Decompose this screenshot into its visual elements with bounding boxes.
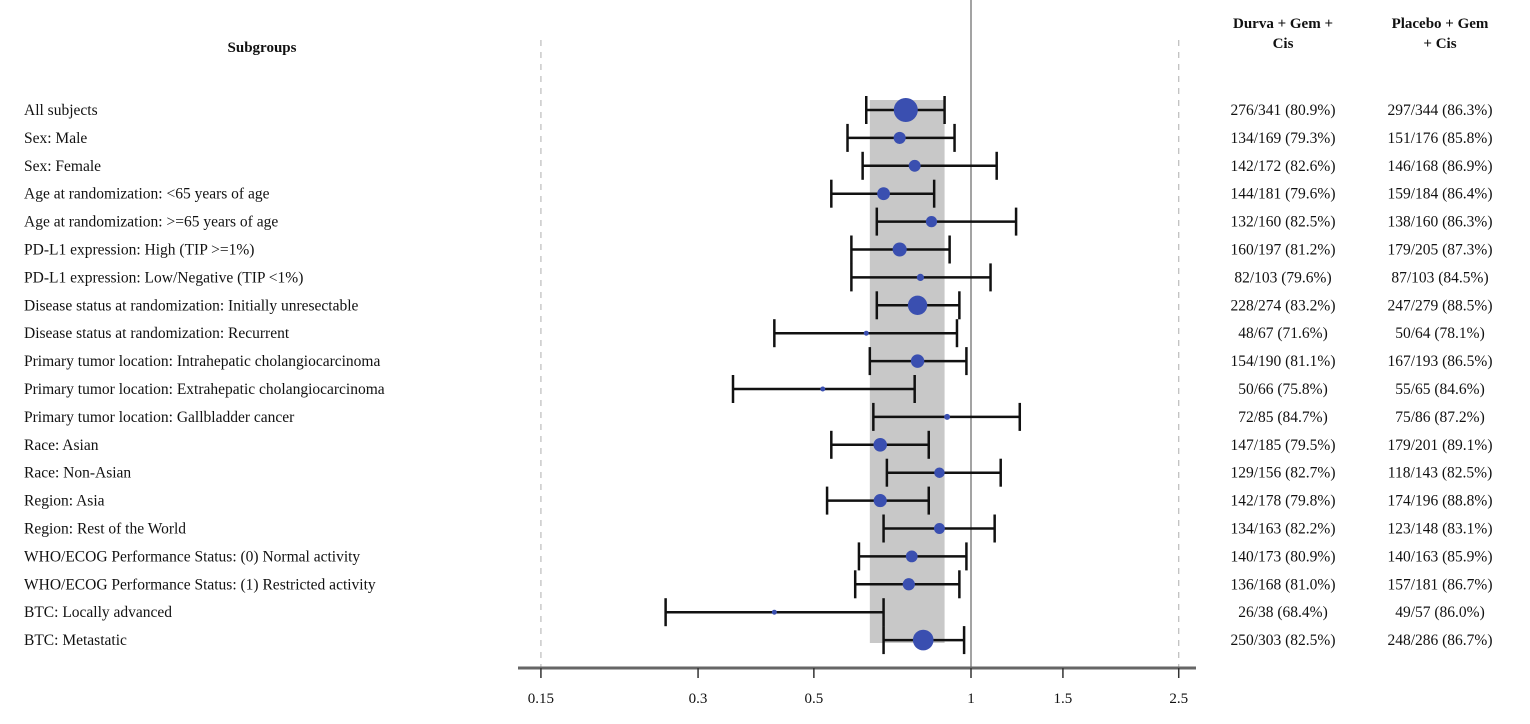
arm2-events: 75/86 (87.2%)	[1395, 409, 1485, 426]
arm2-events: 146/168 (86.9%)	[1387, 158, 1492, 175]
hazard-ratio-point	[908, 159, 921, 172]
arm2-header-line1: Placebo + Gem	[1392, 16, 1489, 32]
arm2-events: 55/65 (84.6%)	[1395, 381, 1485, 398]
arm2-events: 49/57 (86.0%)	[1395, 604, 1485, 621]
arm2-events: 87/103 (84.5%)	[1391, 269, 1488, 286]
subgroup-label: Age at randomization: >=65 years of age	[24, 214, 278, 231]
subgroup-label: WHO/ECOG Performance Status: (1) Restric…	[24, 576, 376, 593]
hazard-ratio-point	[893, 131, 906, 144]
arm2-events: 140/163 (85.9%)	[1387, 548, 1492, 565]
arm1-events: 147/185 (79.5%)	[1230, 437, 1335, 454]
arm1-events: 26/38 (68.4%)	[1238, 604, 1328, 621]
hazard-ratio-point	[873, 494, 887, 508]
subgroup-label: PD-L1 expression: High (TIP >=1%)	[24, 242, 254, 259]
arm2-events: 123/148 (83.1%)	[1387, 521, 1492, 538]
arm1-events: 154/190 (81.1%)	[1230, 353, 1335, 370]
hazard-ratio-point	[944, 413, 951, 420]
hazard-ratio-point	[873, 438, 887, 452]
hazard-ratio-point	[912, 629, 934, 651]
arm2-events: 297/344 (86.3%)	[1387, 102, 1492, 119]
arm2-events: 179/201 (89.1%)	[1387, 437, 1492, 454]
subgroup-label: BTC: Metastatic	[24, 632, 127, 649]
subgroup-label: Race: Asian	[24, 437, 99, 454]
arm1-events: 50/66 (75.8%)	[1238, 381, 1328, 398]
subgroup-label: BTC: Locally advanced	[24, 604, 172, 621]
arm2-events: 151/176 (85.8%)	[1387, 130, 1492, 147]
hazard-ratio-point	[907, 295, 928, 316]
arm1-events: 142/178 (79.8%)	[1230, 493, 1335, 510]
arm1-events: 82/103 (79.6%)	[1234, 269, 1331, 286]
subgroups-header: Subgroups	[228, 40, 297, 56]
arm2-events: 138/160 (86.3%)	[1387, 214, 1492, 231]
subgroup-label: Primary tumor location: Extrahepatic cho…	[24, 381, 385, 398]
hazard-ratio-point	[910, 354, 925, 368]
x-tick-label: 0.15	[528, 691, 554, 707]
arm2-events: 50/64 (78.1%)	[1395, 325, 1485, 342]
subgroup-label: Region: Rest of the World	[24, 521, 186, 538]
arm1-events: 132/160 (82.5%)	[1230, 214, 1335, 231]
arm1-events: 250/303 (82.5%)	[1230, 632, 1335, 649]
subgroup-label: Primary tumor location: Gallbladder canc…	[24, 409, 295, 426]
arm2-events: 118/143 (82.5%)	[1388, 465, 1492, 482]
hazard-ratio-point	[916, 273, 925, 282]
hazard-ratio-point	[934, 467, 945, 478]
subgroup-label: Sex: Female	[24, 158, 101, 175]
subgroup-label: Primary tumor location: Intrahepatic cho…	[24, 353, 380, 370]
x-tick-label: 0.3	[689, 691, 708, 707]
arm1-events: 134/163 (82.2%)	[1230, 521, 1335, 538]
subgroup-label: Age at randomization: <65 years of age	[24, 186, 270, 203]
hazard-ratio-point	[893, 97, 918, 123]
hazard-ratio-point	[933, 523, 945, 534]
hazard-ratio-point	[902, 578, 915, 591]
subgroup-label: PD-L1 expression: Low/Negative (TIP <1%)	[24, 269, 303, 286]
hazard-ratio-point	[925, 215, 938, 228]
hazard-ratio-point	[877, 187, 890, 201]
arm2-events: 174/196 (88.8%)	[1387, 493, 1492, 510]
arm1-events: 72/85 (84.7%)	[1238, 409, 1328, 426]
hazard-ratio-point	[892, 242, 907, 257]
arm1-events: 228/274 (83.2%)	[1230, 297, 1335, 314]
subgroup-label: WHO/ECOG Performance Status: (0) Normal …	[24, 548, 360, 565]
subgroup-label: Region: Asia	[24, 493, 105, 510]
x-tick-label: 1.5	[1054, 691, 1073, 707]
arm2-events: 167/193 (86.5%)	[1387, 353, 1492, 370]
arm1-events: 134/169 (79.3%)	[1230, 130, 1335, 147]
arm2-events: 179/205 (87.3%)	[1387, 242, 1492, 259]
arm1-events: 144/181 (79.6%)	[1230, 186, 1335, 203]
arm1-events: 160/197 (81.2%)	[1230, 242, 1335, 259]
hazard-ratio-point	[863, 330, 869, 336]
subgroup-label: Disease status at randomization: Recurre…	[24, 325, 290, 342]
arm1-events: 140/173 (80.9%)	[1230, 548, 1335, 565]
hazard-ratio-point	[905, 550, 918, 563]
hazard-ratio-point	[820, 386, 826, 392]
arm1-events: 142/172 (82.6%)	[1230, 158, 1335, 175]
arm2-events: 159/184 (86.4%)	[1387, 186, 1492, 203]
x-tick-label: 2.5	[1169, 691, 1188, 707]
x-tick-label: 0.5	[804, 691, 823, 707]
subgroup-label: Race: Non-Asian	[24, 465, 131, 482]
hazard-ratio-point	[771, 609, 777, 615]
arm1-header-line1: Durva + Gem +	[1233, 16, 1333, 32]
arm2-events: 247/279 (88.5%)	[1387, 297, 1492, 314]
arm1-events: 129/156 (82.7%)	[1230, 465, 1335, 482]
arm2-events: 157/181 (86.7%)	[1387, 576, 1492, 593]
subgroup-label: Disease status at randomization: Initial…	[24, 297, 359, 314]
arm1-header-line2: Cis	[1273, 36, 1294, 52]
subgroup-label: All subjects	[24, 102, 98, 119]
arm2-header-line2: + Cis	[1423, 36, 1456, 52]
subgroup-label: Sex: Male	[24, 130, 87, 147]
arm1-events: 136/168 (81.0%)	[1230, 576, 1335, 593]
arm1-events: 276/341 (80.9%)	[1230, 102, 1335, 119]
arm2-events: 248/286 (86.7%)	[1387, 632, 1492, 649]
x-tick-label: 1	[967, 691, 975, 707]
arm1-events: 48/67 (71.6%)	[1238, 325, 1328, 342]
